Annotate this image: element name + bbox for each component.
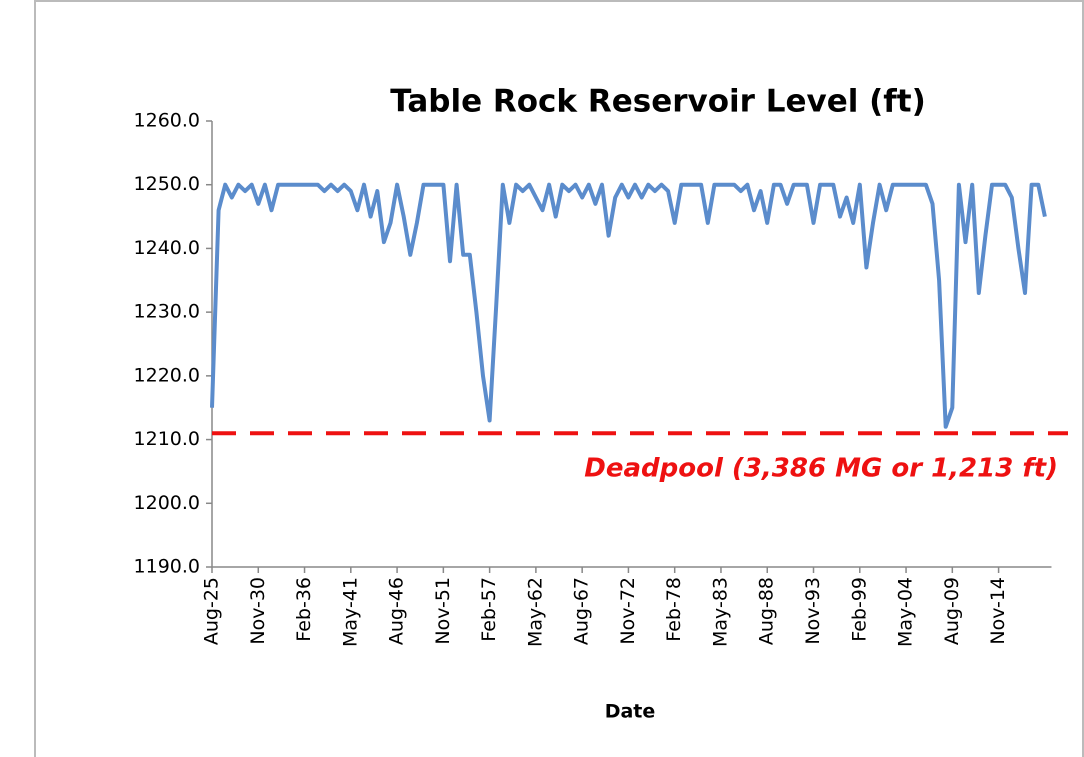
y-tick-label: 1220.0 (134, 364, 200, 386)
x-tick-label: Nov-51 (432, 577, 454, 645)
x-tick-label: Feb-78 (663, 577, 685, 642)
y-tick-label: 1260.0 (134, 110, 200, 132)
x-tick-label: May-62 (524, 577, 546, 647)
x-tick-label: Feb-36 (293, 577, 315, 642)
x-tick-label: Nov-14 (987, 577, 1009, 645)
x-tick-label: Nov-72 (617, 577, 639, 645)
y-tick-label: 1250.0 (134, 173, 200, 195)
y-tick-label: 1210.0 (134, 428, 200, 450)
x-tick-label: May-41 (339, 577, 361, 647)
frame (34, 0, 1084, 757)
x-tick-label: Aug-09 (941, 577, 963, 645)
y-tick-label: 1190.0 (134, 556, 200, 578)
x-tick-label: Nov-93 (802, 577, 824, 645)
reference-label: Deadpool (3,386 MG or 1,213 ft) (584, 454, 1058, 484)
chart-title: Table Rock Reservoir Level (ft) (390, 84, 926, 120)
x-tick-label: Aug-25 (201, 577, 223, 645)
x-tick-label: Nov-30 (247, 577, 269, 645)
data-line (210, 182, 1047, 429)
x-tick-label: Aug-88 (756, 577, 778, 645)
x-axis-label: Date (605, 701, 656, 723)
x-tick-label: Aug-46 (386, 577, 408, 645)
x-tick-label: May-04 (895, 577, 917, 647)
x-tick-label: Aug-67 (571, 577, 593, 645)
y-tick-label: 1200.0 (134, 492, 200, 514)
x-tick-label: May-83 (709, 577, 731, 647)
x-tick-label: Feb-57 (478, 577, 500, 642)
y-tick-label: 1240.0 (134, 237, 200, 259)
x-tick-label: Feb-99 (848, 577, 870, 642)
y-tick-label: 1230.0 (134, 301, 200, 323)
